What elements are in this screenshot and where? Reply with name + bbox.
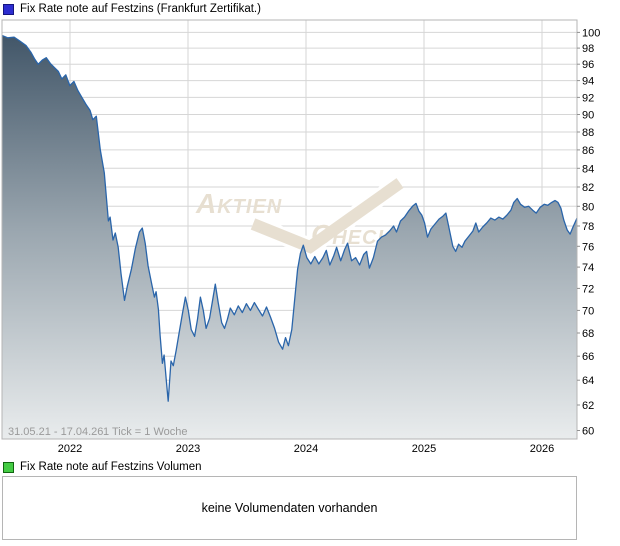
volume-chart-legend: Fix Rate note auf Festzins Volumen (3, 460, 202, 474)
svg-text:90: 90 (582, 110, 594, 122)
svg-text:92: 92 (582, 92, 594, 104)
y-axis: 60 62 64 66 68 70 72 74 76 78 80 82 84 86 88 90 92 94 96 98… (577, 27, 600, 438)
svg-text:60: 60 (582, 426, 594, 438)
svg-text:80: 80 (582, 201, 594, 213)
svg-text:86: 86 (582, 145, 594, 157)
price-series-swatch-icon (3, 3, 14, 15)
x-axis: 2022 2023 2024 2025 2026 (58, 443, 554, 455)
price-chart-legend: Fix Rate note auf Festzins (Frankfurt Ze… (3, 2, 261, 16)
svg-text:76: 76 (582, 241, 594, 253)
svg-text:2026: 2026 (530, 443, 554, 455)
chart-info-labels: 31.05.21 - 17.04.26 1 Tick = 1 Woche (8, 426, 187, 438)
svg-text:72: 72 (582, 283, 594, 295)
svg-text:2025: 2025 (412, 443, 436, 455)
svg-text:84: 84 (582, 163, 594, 175)
plot-border (1, 19, 578, 440)
svg-text:96: 96 (582, 59, 594, 71)
volume-panel: keine Volumendaten vorhanden (2, 476, 577, 540)
svg-text:94: 94 (582, 76, 594, 88)
date-range-label: 31.05.21 - 17.04.26 (8, 426, 103, 438)
svg-text:2022: 2022 (58, 443, 82, 455)
svg-text:70: 70 (582, 305, 594, 317)
svg-text:100: 100 (582, 27, 600, 39)
svg-text:2024: 2024 (294, 443, 318, 455)
svg-text:2023: 2023 (176, 443, 200, 455)
price-area-fill (2, 35, 577, 439)
svg-text:78: 78 (582, 221, 594, 233)
svg-text:88: 88 (582, 127, 594, 139)
volume-chart-title: Fix Rate note auf Festzins Volumen (20, 461, 202, 473)
svg-text:Aktien: Aktien (195, 188, 282, 219)
svg-text:66: 66 (582, 351, 594, 363)
volume-series-swatch-icon (3, 461, 14, 473)
svg-text:64: 64 (582, 375, 594, 387)
svg-text:98: 98 (582, 43, 594, 55)
svg-text:82: 82 (582, 182, 594, 194)
price-chart-title: Fix Rate note auf Festzins (Frankfurt Ze… (20, 3, 261, 15)
tick-interval-label: 1 Tick = 1 Woche (103, 426, 187, 438)
volume-empty-message: keine Volumendaten vorhanden (201, 501, 378, 515)
svg-text:68: 68 (582, 328, 594, 340)
svg-text:74: 74 (582, 262, 594, 274)
svg-text:62: 62 (582, 400, 594, 412)
price-line (1, 34, 578, 402)
